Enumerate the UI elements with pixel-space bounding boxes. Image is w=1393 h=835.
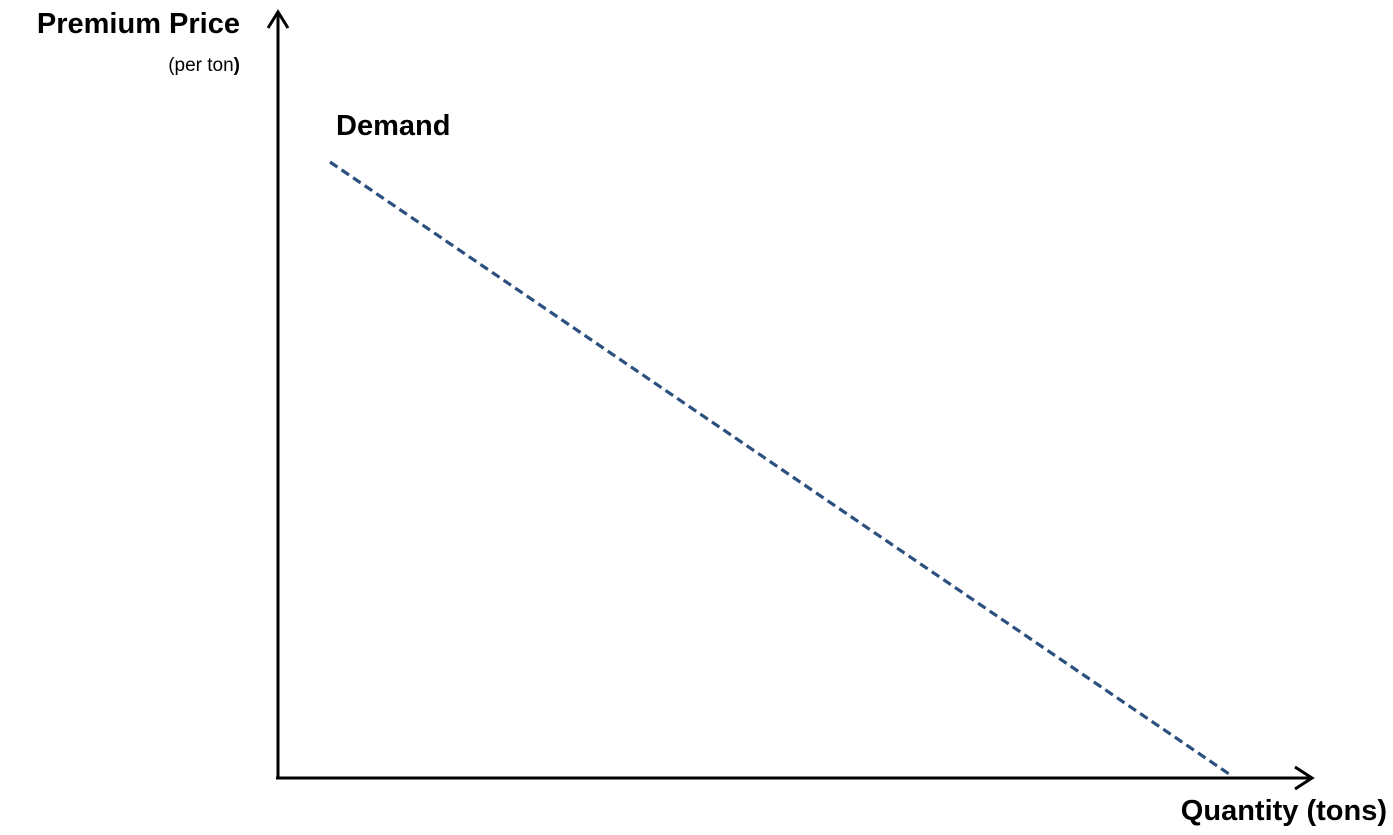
y-axis-units: (per ton)	[168, 55, 240, 77]
demand-curve-label: Demand	[336, 110, 451, 142]
x-axis-arrowhead	[1294, 765, 1315, 791]
y-axis-units-text: (per ton	[168, 55, 234, 76]
y-axis-arrowhead	[266, 9, 290, 29]
x-axis-title: Quantity (tons)	[1180, 795, 1387, 827]
y-axis-units-close: )	[233, 55, 240, 76]
y-axis-title: Premium Price	[36, 8, 240, 40]
demand-curve	[329, 160, 1233, 778]
